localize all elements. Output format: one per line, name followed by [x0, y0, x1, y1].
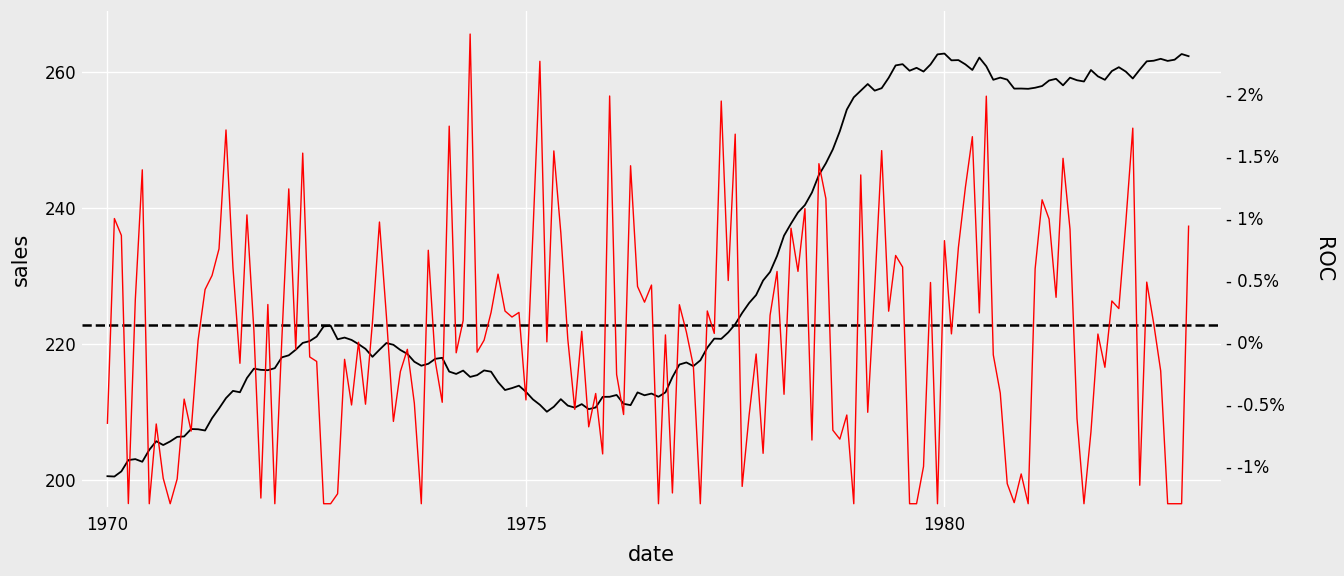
X-axis label: date: date	[628, 545, 675, 565]
Y-axis label: sales: sales	[11, 233, 31, 286]
Y-axis label: ROC: ROC	[1313, 237, 1333, 282]
